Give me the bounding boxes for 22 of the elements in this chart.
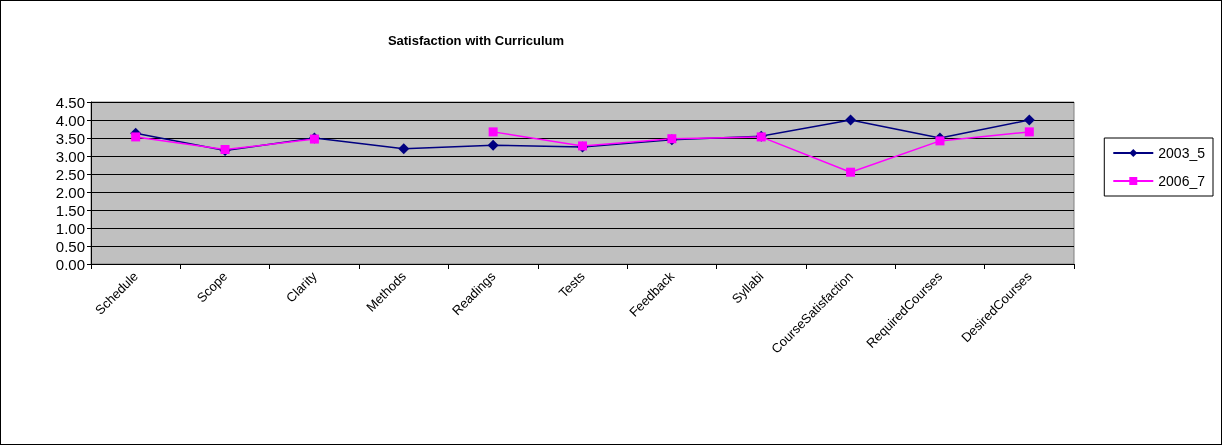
legend-label: 2003_5 bbox=[1158, 145, 1206, 161]
y-tick-label: 4.00 bbox=[55, 111, 85, 129]
y-tick-label: 1.50 bbox=[55, 201, 85, 219]
point bbox=[1023, 114, 1035, 126]
point bbox=[398, 143, 410, 155]
y-tick-label: 4.50 bbox=[55, 93, 85, 111]
y-tick-label: 3.00 bbox=[55, 147, 85, 165]
y-tick-label: 3.50 bbox=[55, 129, 85, 147]
point bbox=[845, 114, 857, 126]
point bbox=[935, 136, 945, 146]
point bbox=[1024, 127, 1034, 137]
chart-title: Satisfaction with Curriculum bbox=[387, 33, 565, 48]
y-tick-label: 2.00 bbox=[55, 183, 85, 201]
legend-label: 2006_7 bbox=[1158, 173, 1206, 189]
y-tick-label: 2.50 bbox=[55, 165, 85, 183]
point bbox=[131, 132, 141, 142]
point bbox=[846, 167, 856, 177]
point bbox=[487, 139, 499, 151]
y-tick-label: 0.00 bbox=[55, 255, 85, 273]
y-tick-label: 0.50 bbox=[55, 237, 85, 255]
point bbox=[488, 127, 498, 137]
y-tick-label: 1.00 bbox=[55, 219, 85, 237]
